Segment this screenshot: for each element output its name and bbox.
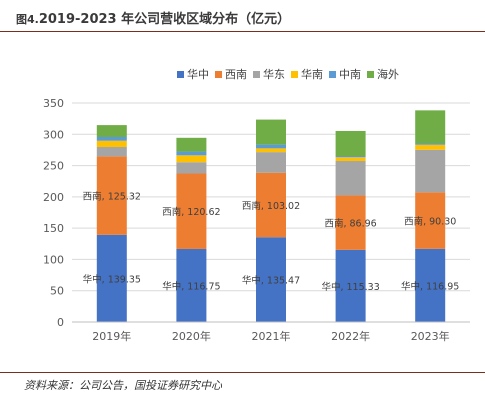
bar-中南-2022年 — [335, 156, 366, 158]
bar-华南-2020年 — [176, 155, 207, 163]
legend-swatch — [215, 71, 222, 78]
x-tick-label: 2022年 — [331, 329, 370, 343]
legend-label: 华东 — [263, 67, 285, 81]
legend-swatch — [291, 71, 298, 78]
data-labels: 西南, 125.32 华中, 139.35 西南, 120.62 华中, 116.75… — [83, 191, 460, 293]
figure-title-text: 2019-2023 年公司营收区域分布（亿元） — [38, 12, 291, 27]
data-label: 华中, 116.95 — [401, 280, 459, 292]
stacked-bar-chart: 0 50 100 150 200 250 300 350 西南, 125.32 华中, 139.… — [43, 67, 470, 343]
bar-华东-2020年 — [176, 162, 207, 174]
bars — [96, 110, 446, 322]
y-tick-label: 250 — [43, 160, 64, 173]
bar-西南-2023年 — [415, 192, 446, 249]
source-note: 资料来源：公司公告，国投证券研究中心 — [24, 379, 222, 392]
legend-label: 华中 — [187, 67, 209, 81]
bar-西南-2020年 — [176, 173, 207, 249]
y-tick-label: 300 — [43, 128, 64, 141]
bar-海外-2023年 — [415, 110, 446, 144]
legend-label: 西南 — [225, 68, 247, 81]
bar-海外-2022年 — [335, 130, 366, 157]
bar-西南-2019年 — [96, 156, 127, 235]
legend-swatch — [329, 71, 336, 78]
legend-label: 华南 — [301, 67, 323, 81]
bar-海外-2020年 — [176, 137, 207, 152]
bar-海外-2021年 — [256, 119, 286, 145]
data-label: 西南, 103.02 — [242, 200, 300, 212]
data-label: 华中, 115.33 — [321, 281, 379, 293]
bar-海外-2019年 — [96, 125, 127, 137]
bar-中南-2023年 — [415, 143, 446, 145]
x-tick-label: 2021年 — [252, 329, 291, 343]
bar-华东-2023年 — [415, 149, 446, 193]
data-label: 西南, 125.32 — [83, 191, 141, 203]
legend-swatch — [253, 71, 260, 78]
x-tick-label: 2020年 — [172, 329, 211, 343]
bar-西南-2022年 — [335, 195, 366, 250]
figure-title: 图4.2019-2023 年公司营收区域分布（亿元） — [16, 8, 290, 27]
legend-swatch — [367, 71, 374, 78]
bar-中南-2021年 — [256, 144, 286, 149]
bar-华南-2019年 — [96, 140, 127, 148]
bar-中南-2020年 — [176, 151, 207, 156]
footer-rule — [0, 372, 485, 373]
bar-华中-2023年 — [415, 248, 446, 322]
bar-华东-2019年 — [96, 147, 127, 157]
x-axis: 2019年 2020年 2021年 2022年 2023年 — [72, 321, 470, 343]
data-label: 西南, 86.96 — [324, 218, 376, 230]
y-tick-label: 350 — [43, 97, 64, 110]
bar-华中-2022年 — [335, 249, 366, 322]
y-tick-label: 50 — [50, 285, 64, 298]
y-tick-label: 150 — [43, 222, 64, 235]
bar-华南-2023年 — [415, 144, 446, 150]
bar-华东-2021年 — [256, 152, 286, 173]
data-label: 西南, 120.62 — [162, 206, 220, 218]
legend-label: 中南 — [339, 68, 361, 81]
y-tick-label: 200 — [43, 191, 64, 204]
y-tick-label: 0 — [57, 316, 64, 329]
x-tick-label: 2019年 — [92, 329, 131, 343]
legend-swatch — [177, 71, 184, 78]
bar-华中-2020年 — [176, 248, 207, 322]
bar-华南-2022年 — [335, 157, 366, 162]
bar-华南-2021年 — [256, 148, 286, 153]
bar-华东-2022年 — [335, 161, 366, 196]
data-label: 华中, 139.35 — [83, 273, 141, 285]
legend: 华中 西南 华东 华南 中南 海外 — [177, 67, 399, 81]
x-tick-label: 2023年 — [411, 329, 450, 343]
data-label: 华中, 116.75 — [162, 280, 220, 292]
data-label: 华中, 135.47 — [242, 275, 300, 287]
bar-中南-2019年 — [96, 136, 127, 141]
bar-华中-2021年 — [256, 237, 286, 322]
figure-number: 图4. — [16, 13, 39, 26]
figure-header: 图4.2019-2023 年公司营收区域分布（亿元） — [0, 0, 485, 32]
legend-label: 海外 — [377, 67, 399, 81]
y-tick-label: 100 — [43, 253, 64, 266]
bar-华中-2019年 — [96, 234, 127, 322]
data-label: 西南, 90.30 — [404, 216, 456, 228]
y-axis: 0 50 100 150 200 250 300 350 — [43, 97, 64, 329]
bar-西南-2021年 — [256, 172, 286, 238]
